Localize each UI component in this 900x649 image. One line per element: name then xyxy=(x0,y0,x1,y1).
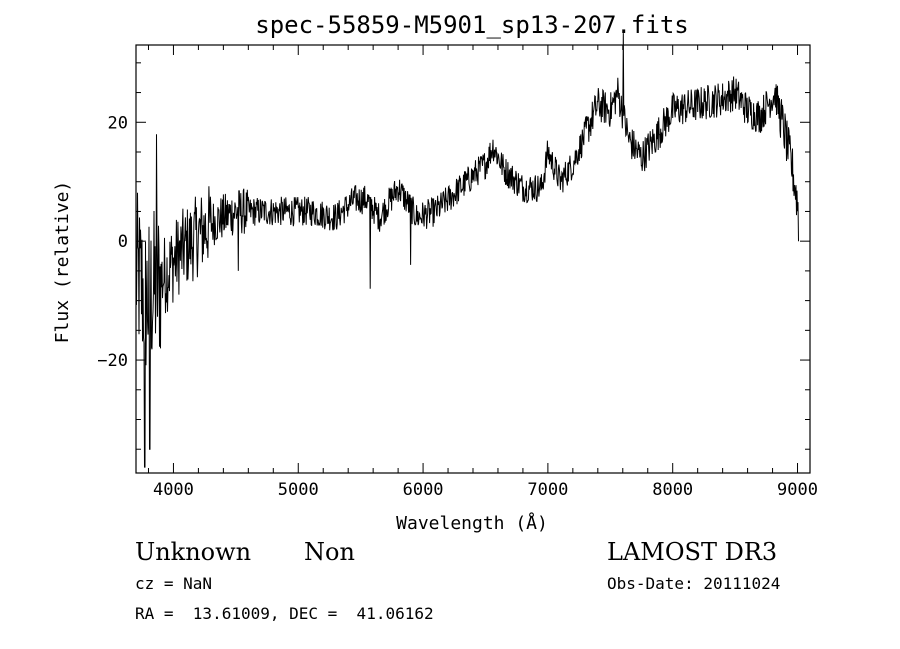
x-tick-label: 6000 xyxy=(403,480,444,500)
x-tick-label: 5000 xyxy=(278,480,319,500)
spectrum-line xyxy=(135,33,799,468)
y-tick-label: −20 xyxy=(97,351,128,371)
chart-title: spec-55859-M5901_sp13-207.fits xyxy=(255,11,688,39)
y-axis-label: Flux (relative) xyxy=(52,181,73,344)
x-tick-label: 4000 xyxy=(153,480,194,500)
x-tick-labels: 4000 5000 6000 7000 8000 9000 xyxy=(153,480,818,500)
coordinates-text: RA = 13.61009, DEC = 41.06162 xyxy=(135,604,434,623)
obs-date-text: Obs-Date: 20111024 xyxy=(607,574,781,593)
object-subclass: Non xyxy=(304,538,355,566)
x-axis-label: Wavelength (Å) xyxy=(396,512,548,534)
redshift-text: cz = NaN xyxy=(135,574,213,593)
x-tick-label: 9000 xyxy=(777,480,818,500)
object-class: Unknown xyxy=(135,538,252,566)
y-tick-label: 0 xyxy=(118,232,128,252)
axis-ticks xyxy=(136,45,810,473)
survey-label: LAMOST DR3 xyxy=(607,538,778,566)
y-tick-labels: −20 0 20 xyxy=(97,113,128,371)
x-tick-label: 7000 xyxy=(527,480,568,500)
x-tick-label: 8000 xyxy=(652,480,693,500)
y-tick-label: 20 xyxy=(108,113,128,133)
